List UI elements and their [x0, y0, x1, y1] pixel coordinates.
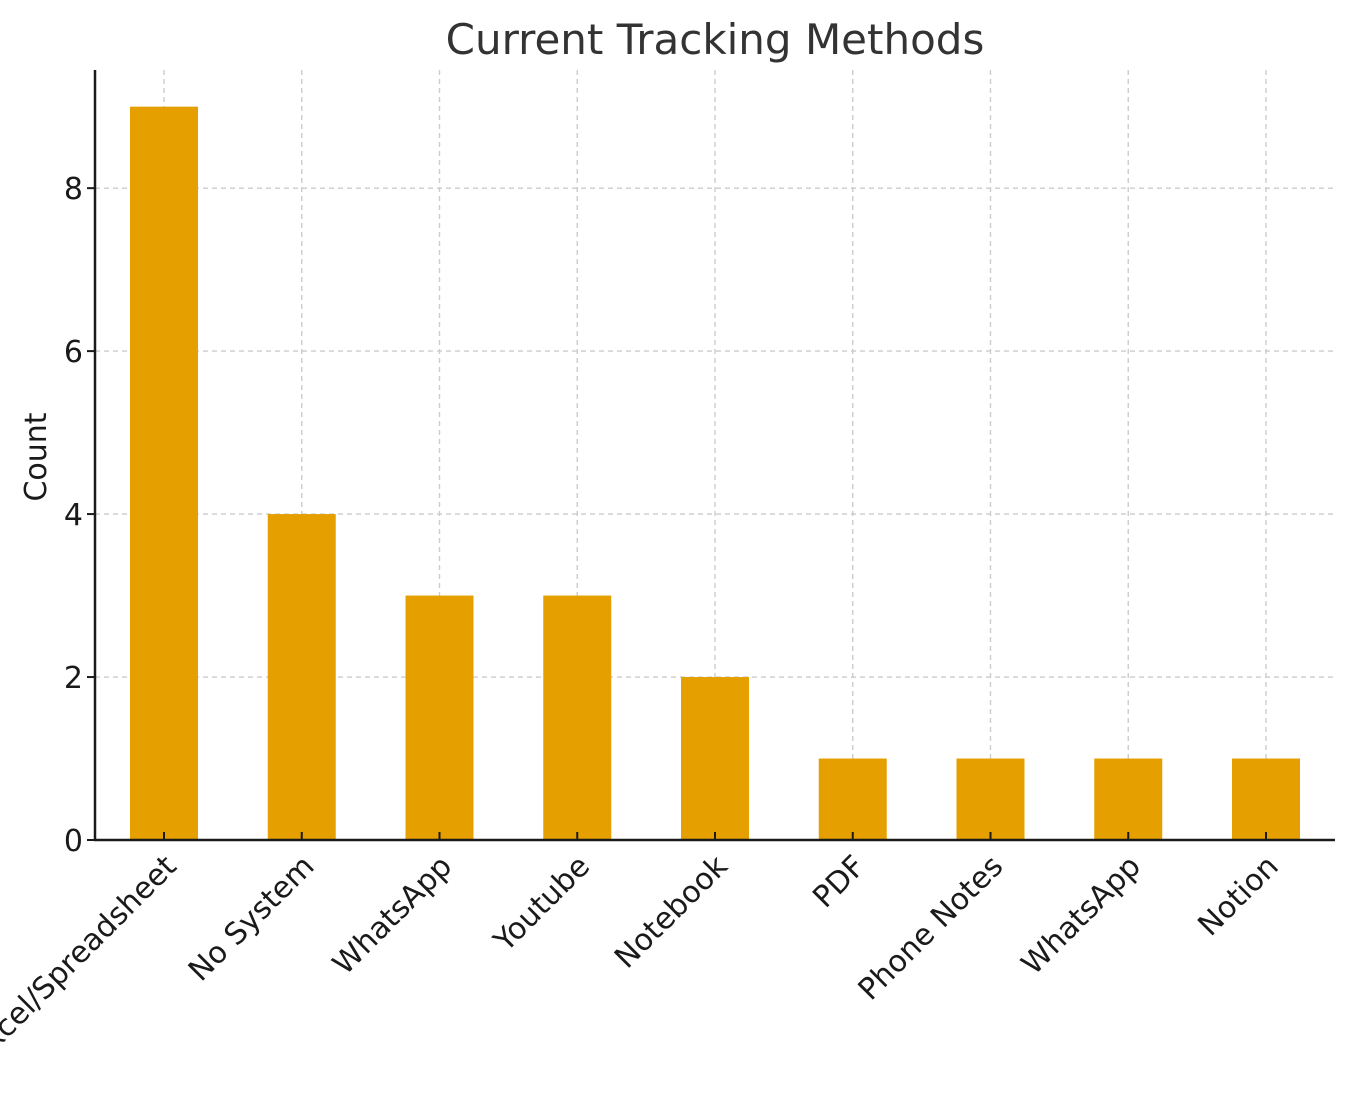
bar: [543, 595, 612, 840]
chart-title: Current Tracking Methods: [446, 15, 985, 64]
y-tick-label: 4: [64, 498, 83, 533]
bar: [267, 514, 336, 840]
x-tick-label: WhatsApp: [1015, 849, 1148, 982]
bar: [130, 106, 198, 840]
y-tick-label: 8: [64, 172, 83, 207]
x-tick-label: Excel/Spreadsheet: [0, 849, 184, 1071]
x-tick-label: WhatsApp: [326, 849, 459, 982]
x-tick-label: Notion: [1191, 849, 1285, 943]
bar: [405, 595, 474, 840]
y-tick-label: 0: [64, 824, 83, 859]
x-tick-label: No System: [182, 849, 321, 988]
x-tick-label: Notebook: [608, 848, 735, 975]
x-tick-label: Youtube: [487, 849, 597, 959]
y-tick-label: 6: [64, 335, 83, 370]
bar: [681, 677, 749, 840]
y-axis-label: Count: [19, 412, 54, 501]
x-tick-label: PDF: [806, 849, 872, 915]
y-tick-label: 2: [64, 661, 83, 696]
bars: [130, 106, 1300, 840]
bar: [956, 758, 1025, 840]
bar: [1232, 758, 1300, 840]
bar: [818, 758, 887, 840]
x-tick-label: Phone Notes: [852, 849, 1010, 1007]
bar: [1094, 758, 1163, 840]
